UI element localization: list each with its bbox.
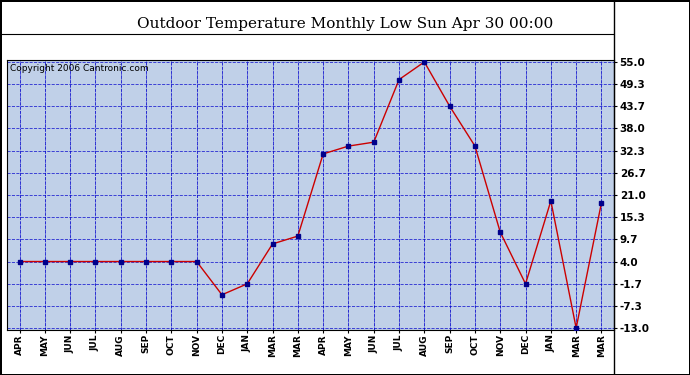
Text: Outdoor Temperature Monthly Low Sun Apr 30 00:00: Outdoor Temperature Monthly Low Sun Apr … <box>137 17 553 31</box>
Text: Copyright 2006 Cantronic.com: Copyright 2006 Cantronic.com <box>10 64 148 73</box>
